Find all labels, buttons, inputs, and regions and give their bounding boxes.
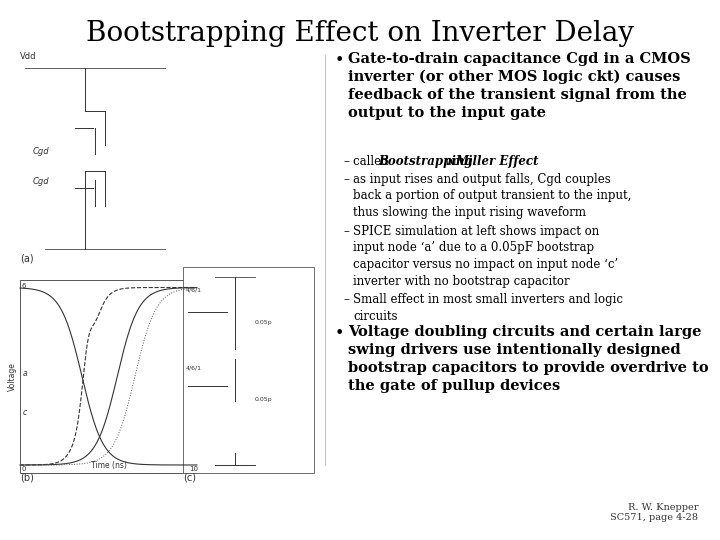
- Bar: [183, 267, 314, 473]
- Text: 0.05p: 0.05p: [255, 397, 272, 402]
- Text: –: –: [343, 225, 349, 238]
- Text: Vdd: Vdd: [20, 52, 37, 62]
- Text: Voltage doubling circuits and certain large
swing drivers use intentionally desi: Voltage doubling circuits and certain la…: [348, 325, 708, 393]
- Text: Cgd: Cgd: [33, 147, 50, 156]
- Bar: [15, 64, 174, 261]
- Text: Bootstrapping Effect on Inverter Delay: Bootstrapping Effect on Inverter Delay: [86, 20, 634, 47]
- Text: (c): (c): [183, 473, 196, 483]
- Text: 10: 10: [189, 466, 198, 472]
- Text: (a): (a): [20, 253, 34, 264]
- Text: a: a: [23, 369, 27, 378]
- Text: –: –: [343, 293, 349, 306]
- Text: (b): (b): [20, 473, 34, 483]
- Text: 0: 0: [22, 466, 27, 472]
- Text: –: –: [343, 155, 349, 168]
- Text: as input rises and output falls, Cgd couples
back a portion of output transient : as input rises and output falls, Cgd cou…: [353, 173, 631, 219]
- Bar: [20, 280, 197, 473]
- Text: Cgd: Cgd: [33, 177, 50, 186]
- Text: R. W. Knepper: R. W. Knepper: [628, 503, 698, 512]
- Text: 4/6/1: 4/6/1: [186, 287, 202, 292]
- Text: 4/6/1: 4/6/1: [186, 366, 202, 371]
- Text: Voltage: Voltage: [8, 362, 17, 390]
- Text: Time (ns): Time (ns): [91, 461, 127, 470]
- Text: Gate-to-drain capacitance Cgd in a CMOS
inverter (or other MOS logic ckt) causes: Gate-to-drain capacitance Cgd in a CMOS …: [348, 52, 690, 120]
- Text: –: –: [343, 173, 349, 186]
- Text: Small effect in most small inverters and logic
circuits: Small effect in most small inverters and…: [353, 293, 623, 322]
- Text: •: •: [335, 325, 344, 342]
- Text: Bootstrapping: Bootstrapping: [378, 155, 472, 168]
- Text: SC571, page 4-28: SC571, page 4-28: [610, 513, 698, 522]
- Text: SPICE simulation at left shows impact on
input node ‘a’ due to a 0.05pF bootstra: SPICE simulation at left shows impact on…: [353, 225, 618, 287]
- Text: Miller Effect: Miller Effect: [455, 155, 539, 168]
- Text: 6: 6: [22, 282, 27, 288]
- Text: called: called: [353, 155, 392, 168]
- Text: or: or: [442, 155, 462, 168]
- Text: 0.05p: 0.05p: [255, 320, 272, 326]
- Text: •: •: [335, 52, 344, 69]
- Text: c: c: [23, 408, 27, 417]
